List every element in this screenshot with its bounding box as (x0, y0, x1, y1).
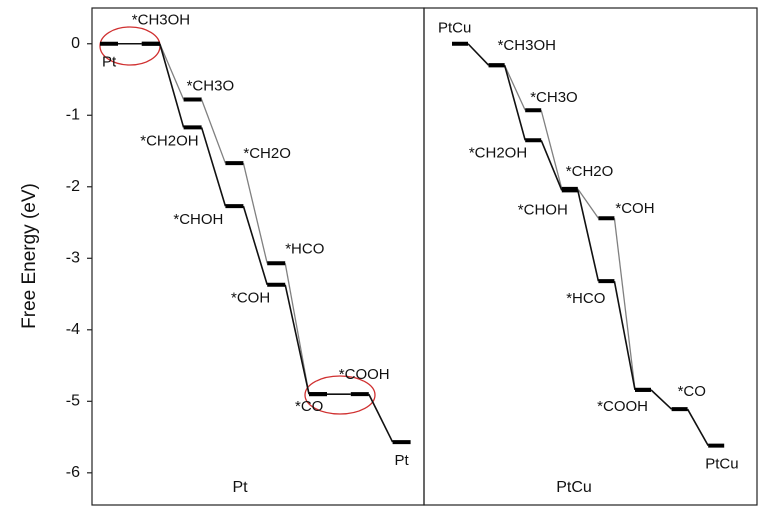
connector (613, 281, 636, 391)
y-tick-label: -4 (66, 321, 80, 338)
connector (368, 393, 394, 443)
level-label: *COOH (597, 398, 648, 415)
level-label: *CH3O (530, 89, 578, 106)
panel-label: PtCu (556, 479, 592, 496)
connector (540, 110, 563, 190)
level-label: PtCu (438, 20, 471, 37)
y-tick-label: -5 (66, 393, 80, 410)
connector (284, 284, 310, 395)
panel-label: Pt (232, 479, 248, 496)
level-label: *CH2O (243, 145, 291, 162)
level-label: *CH2OH (469, 144, 527, 161)
level-label: *CH3O (187, 78, 235, 95)
level-label: *CH2OH (140, 132, 198, 149)
level-label: *CH2O (566, 163, 614, 180)
connector (540, 139, 563, 191)
level-label: *COH (231, 290, 270, 307)
level-label: Pt (395, 452, 410, 469)
y-axis-label: Free Energy (eV) (19, 183, 40, 329)
level-label: *HCO (566, 290, 605, 307)
level-label: *COOH (339, 366, 390, 383)
connector (650, 389, 673, 410)
connector (242, 205, 268, 285)
panel-frame (423, 7, 758, 506)
level-label: *CO (295, 398, 323, 415)
level-label: *CO (678, 383, 706, 400)
connector (504, 64, 526, 111)
connector (577, 190, 600, 282)
level-label: *CH3OH (132, 12, 190, 29)
level-label: *HCO (285, 240, 324, 257)
connector (577, 188, 599, 219)
highlight-circle (304, 375, 376, 415)
level-label: *COH (615, 200, 654, 217)
level-label: *CHOH (518, 201, 568, 218)
level-label: Pt (102, 54, 117, 71)
connector (613, 218, 636, 390)
connector (686, 408, 709, 447)
level-label: *CH3OH (498, 37, 556, 54)
y-tick-label: -1 (66, 106, 80, 123)
y-tick-label: -3 (66, 250, 80, 267)
level-label: PtCu (705, 456, 738, 473)
connector (200, 127, 227, 207)
connector (242, 163, 268, 264)
level-label: *CHOH (173, 211, 223, 228)
connector (159, 43, 185, 100)
y-tick-label: 0 (71, 35, 80, 52)
connector (159, 43, 185, 128)
connector (467, 43, 490, 66)
y-tick-label: -6 (66, 464, 80, 481)
connector (200, 99, 227, 164)
connector (503, 64, 526, 141)
y-tick-label: -2 (66, 178, 80, 195)
